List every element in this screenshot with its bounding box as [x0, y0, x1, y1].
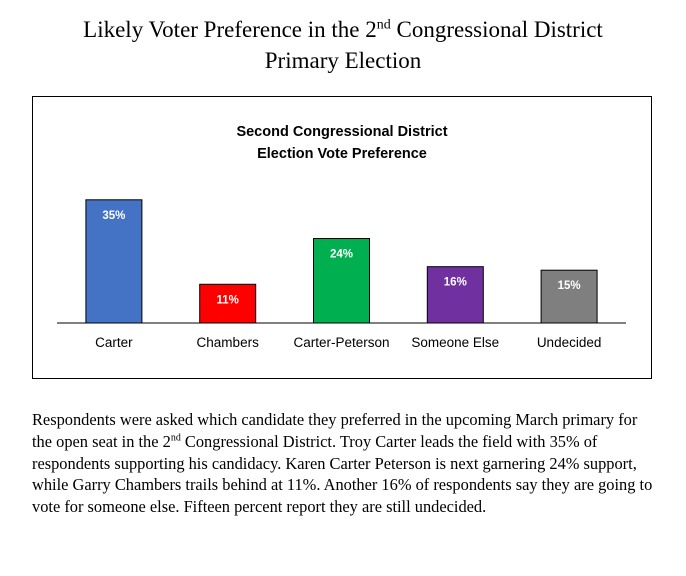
category-label: Chambers: [197, 335, 260, 350]
chart-frame: Second Congressional District Election V…: [32, 96, 652, 379]
category-label: Carter: [95, 335, 133, 350]
data-label: 16%: [444, 277, 467, 289]
data-label: 35%: [102, 210, 125, 222]
summary-paragraph: Respondents were asked which candidate t…: [32, 409, 654, 518]
chart-title: Second Congressional District Election V…: [33, 121, 651, 165]
title-text-pre: Likely Voter Preference in the 2: [83, 17, 377, 42]
data-label: 11%: [217, 294, 239, 306]
data-label: 24%: [330, 249, 353, 261]
bar-undecided: [540, 269, 598, 324]
data-label: 15%: [558, 280, 581, 292]
document-title-line-1: Likely Voter Preference in the 2nd Congr…: [0, 14, 686, 45]
category-label: Undecided: [537, 335, 602, 350]
paragraph-text-part-1: Respondents were asked which candidate t…: [32, 410, 638, 451]
title-ordinal-suffix: nd: [376, 17, 391, 33]
title-text-post: Congressional District: [390, 17, 603, 42]
paragraph-text-part-2: Congressional District. Troy Carter lead…: [32, 431, 653, 517]
chart-title-line-2: Election Vote Preference: [257, 146, 427, 162]
bar-carter: [85, 199, 143, 324]
document-title: Likely Voter Preference in the 2nd Congr…: [0, 14, 686, 76]
bar-chambers: [199, 283, 257, 324]
category-label: Someone Else: [411, 335, 499, 350]
bar-someone-else: [426, 266, 484, 324]
chart-title-line-1: Second Congressional District: [236, 124, 448, 140]
bar-carter-peterson: [313, 238, 370, 324]
paragraph-ordinal-suffix: nd: [170, 432, 181, 444]
document-title-line-2: Primary Election: [264, 48, 422, 73]
category-label: Carter-Peterson: [293, 335, 389, 350]
bar-chart: 35% Carter 11% Chambers 24% Carter-Peterson 16…: [57, 199, 626, 350]
